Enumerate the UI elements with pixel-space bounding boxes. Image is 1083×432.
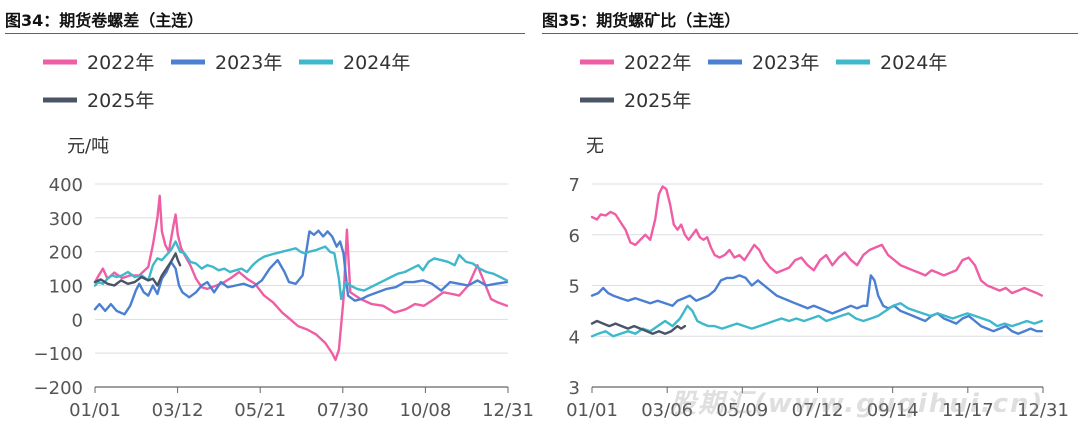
legend-label: 2024年	[343, 52, 410, 74]
title-divider	[542, 33, 1078, 34]
x-tick-label: 03/06	[641, 400, 693, 421]
legend-label: 2025年	[87, 90, 154, 112]
series-line	[93, 194, 509, 362]
y-tick-label: 0	[72, 310, 83, 331]
x-tick-label: 01/01	[566, 400, 618, 421]
legend-label: 2025年	[624, 90, 691, 112]
x-tick-label: 12/31	[482, 400, 534, 421]
y-tick-label: 400	[49, 175, 83, 196]
series-line	[590, 274, 1043, 335]
y-tick-label: 7	[569, 175, 580, 196]
legend-label: 2022年	[624, 52, 691, 74]
title-divider	[5, 33, 525, 34]
x-tick-label: 07/12	[792, 400, 844, 421]
x-tick-label: 09/14	[867, 400, 919, 421]
legend-label: 2022年	[87, 52, 154, 74]
x-tick-label: 12/31	[1017, 400, 1069, 421]
x-tick-label: 10/08	[399, 400, 451, 421]
x-tick-label: 11/17	[942, 400, 994, 421]
series-line	[590, 302, 1043, 338]
y-axis-label: 无	[586, 136, 604, 157]
watermark: 股期汇(www.guqihui.cn)	[670, 389, 1045, 419]
legend-label: 2023年	[752, 52, 819, 74]
y-tick-label: 300	[49, 209, 83, 230]
y-tick-label: 4	[569, 327, 580, 348]
x-tick-label: 03/12	[152, 400, 204, 421]
series-line	[590, 319, 687, 335]
y-tick-label: −100	[34, 344, 83, 365]
series-line	[93, 240, 509, 301]
y-tick-label: 5	[569, 277, 580, 298]
chart-panel-rebar-ore-ratio: 图35：期货螺矿比（主连） 2022年 2023年 2024年 2025年无 7 6 5 4 3…	[542, 0, 1078, 432]
series-line	[590, 185, 1043, 297]
y-tick-label: 100	[49, 277, 83, 298]
y-tick-label: 3	[569, 378, 580, 399]
series-line	[93, 229, 509, 316]
y-tick-label: 200	[49, 243, 83, 264]
x-tick-label: 01/01	[69, 400, 121, 421]
x-tick-label: 05/21	[234, 400, 286, 421]
x-tick-label: 05/09	[716, 400, 768, 421]
legend-label: 2023年	[215, 52, 282, 74]
chart-title: 图34：期货卷螺差（主连）	[5, 11, 204, 30]
x-tick-label: 07/30	[317, 400, 369, 421]
chart-panel-roll-rebar-spread: 图34：期货卷螺差（主连） 2022年 2023年 2024年 2025年元/吨 400…	[5, 0, 534, 432]
legend-label: 2024年	[880, 52, 947, 74]
series-line	[93, 252, 182, 287]
chart-title: 图35：期货螺矿比（主连）	[542, 11, 741, 30]
y-tick-label: −200	[34, 378, 83, 399]
y-tick-label: 6	[569, 226, 580, 247]
y-axis-label: 元/吨	[67, 136, 109, 157]
